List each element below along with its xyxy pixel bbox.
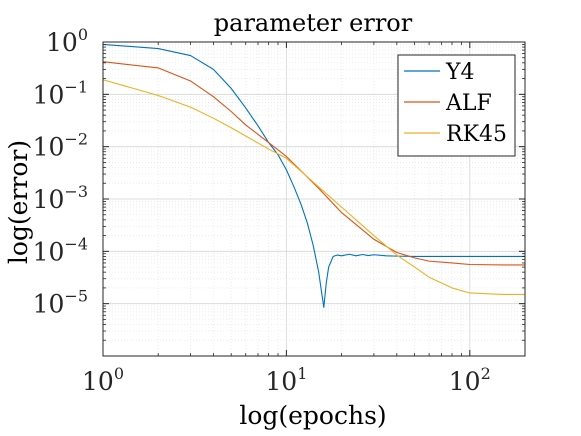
legend-label-y4: Y4 bbox=[445, 60, 475, 85]
legend-label-alf: ALF bbox=[445, 91, 492, 116]
axis-ticks bbox=[102, 41, 525, 356]
y-tick-label: 10−5 bbox=[33, 287, 88, 319]
series-line-rk45 bbox=[102, 79, 525, 296]
y-axis-label: log(error) bbox=[4, 140, 33, 264]
legend: Y4 ALF RK45 bbox=[397, 54, 516, 157]
series-line-alf bbox=[102, 61, 525, 266]
legend-label-rk45: RK45 bbox=[446, 122, 507, 147]
legend-box bbox=[397, 54, 516, 157]
y-tick-label: 10−1 bbox=[33, 77, 88, 109]
series-lines bbox=[102, 43, 525, 308]
series-line-y4 bbox=[102, 43, 525, 308]
x-axis-label: log(epochs) bbox=[239, 401, 386, 430]
chart-title: parameter error bbox=[214, 9, 413, 37]
